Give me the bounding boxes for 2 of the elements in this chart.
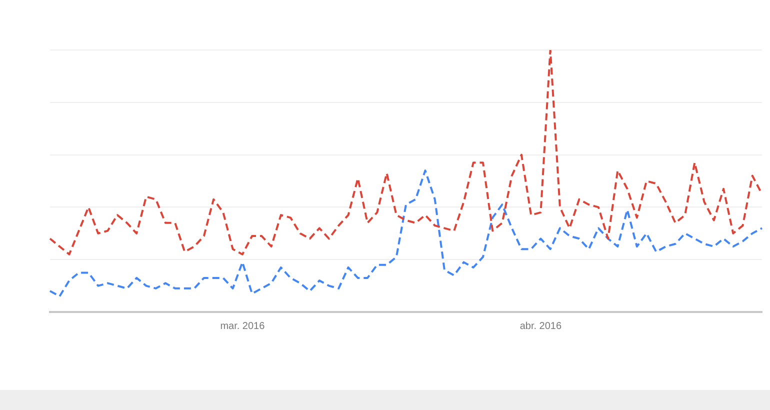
x-tick-label: abr. 2016 (520, 320, 562, 332)
x-tick-label: mar. 2016 (220, 320, 266, 332)
